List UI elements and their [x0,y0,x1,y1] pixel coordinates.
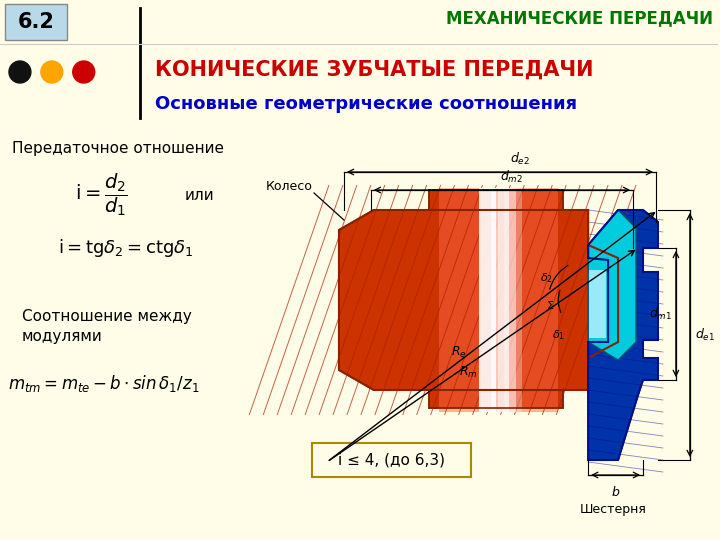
FancyBboxPatch shape [5,4,67,40]
Text: модулями: модулями [22,328,103,343]
Polygon shape [588,210,636,360]
Text: $d_{m2}$: $d_{m2}$ [500,169,523,185]
Text: $R_e$: $R_e$ [451,345,467,360]
Text: $\mathrm{i} = \dfrac{d_2}{d_1}$: $\mathrm{i} = \dfrac{d_2}{d_1}$ [75,172,127,218]
Text: $\mathrm{i} = \mathrm{tg}\delta_2 = \mathrm{ctg}\delta_1$: $\mathrm{i} = \mathrm{tg}\delta_2 = \mat… [58,237,193,259]
Text: Шестерня: Шестерня [580,503,647,516]
Text: или: или [184,187,214,202]
Text: 6.2: 6.2 [17,12,54,32]
Polygon shape [339,210,618,390]
Polygon shape [479,188,497,412]
Polygon shape [505,188,523,412]
FancyBboxPatch shape [312,443,471,477]
Text: $m_{tm} = m_{te} - b \cdot sin\,\delta_1/z_1$: $m_{tm} = m_{te} - b \cdot sin\,\delta_1… [8,373,199,394]
Text: $\delta_2$: $\delta_2$ [540,271,553,285]
Text: $d_{e1}$: $d_{e1}$ [695,327,715,343]
Text: $d_{e2}$: $d_{e2}$ [510,151,530,167]
Polygon shape [498,188,516,412]
Circle shape [9,61,31,83]
Text: Соотношение между: Соотношение между [22,308,192,323]
Circle shape [41,61,63,83]
Polygon shape [428,390,563,408]
Polygon shape [438,188,558,412]
Polygon shape [588,210,658,460]
Text: $\delta_1$: $\delta_1$ [552,328,564,342]
Polygon shape [492,188,510,412]
Text: i ≤ 4, (до 6,3): i ≤ 4, (до 6,3) [338,453,445,468]
Polygon shape [589,270,606,338]
Polygon shape [428,190,563,210]
Text: Основные геометрические соотношения: Основные геометрические соотношения [155,95,577,113]
Text: $R_m$: $R_m$ [459,364,478,380]
Text: Передаточное отношение: Передаточное отношение [12,140,224,156]
Text: $\Sigma$: $\Sigma$ [546,299,554,311]
Text: КОНИЧЕСКИЕ ЗУБЧАТЫЕ ПЕРЕДАЧИ: КОНИЧЕСКИЕ ЗУБЧАТЫЕ ПЕРЕДАЧИ [155,60,593,80]
Text: $b$: $b$ [611,485,620,499]
Circle shape [73,61,95,83]
Text: МЕХАНИЧЕСКИЕ ПЕРЕДАЧИ: МЕХАНИЧЕСКИЕ ПЕРЕДАЧИ [446,9,713,27]
Text: Колесо: Колесо [266,179,313,192]
Text: $d_{m1}$: $d_{m1}$ [649,306,672,322]
